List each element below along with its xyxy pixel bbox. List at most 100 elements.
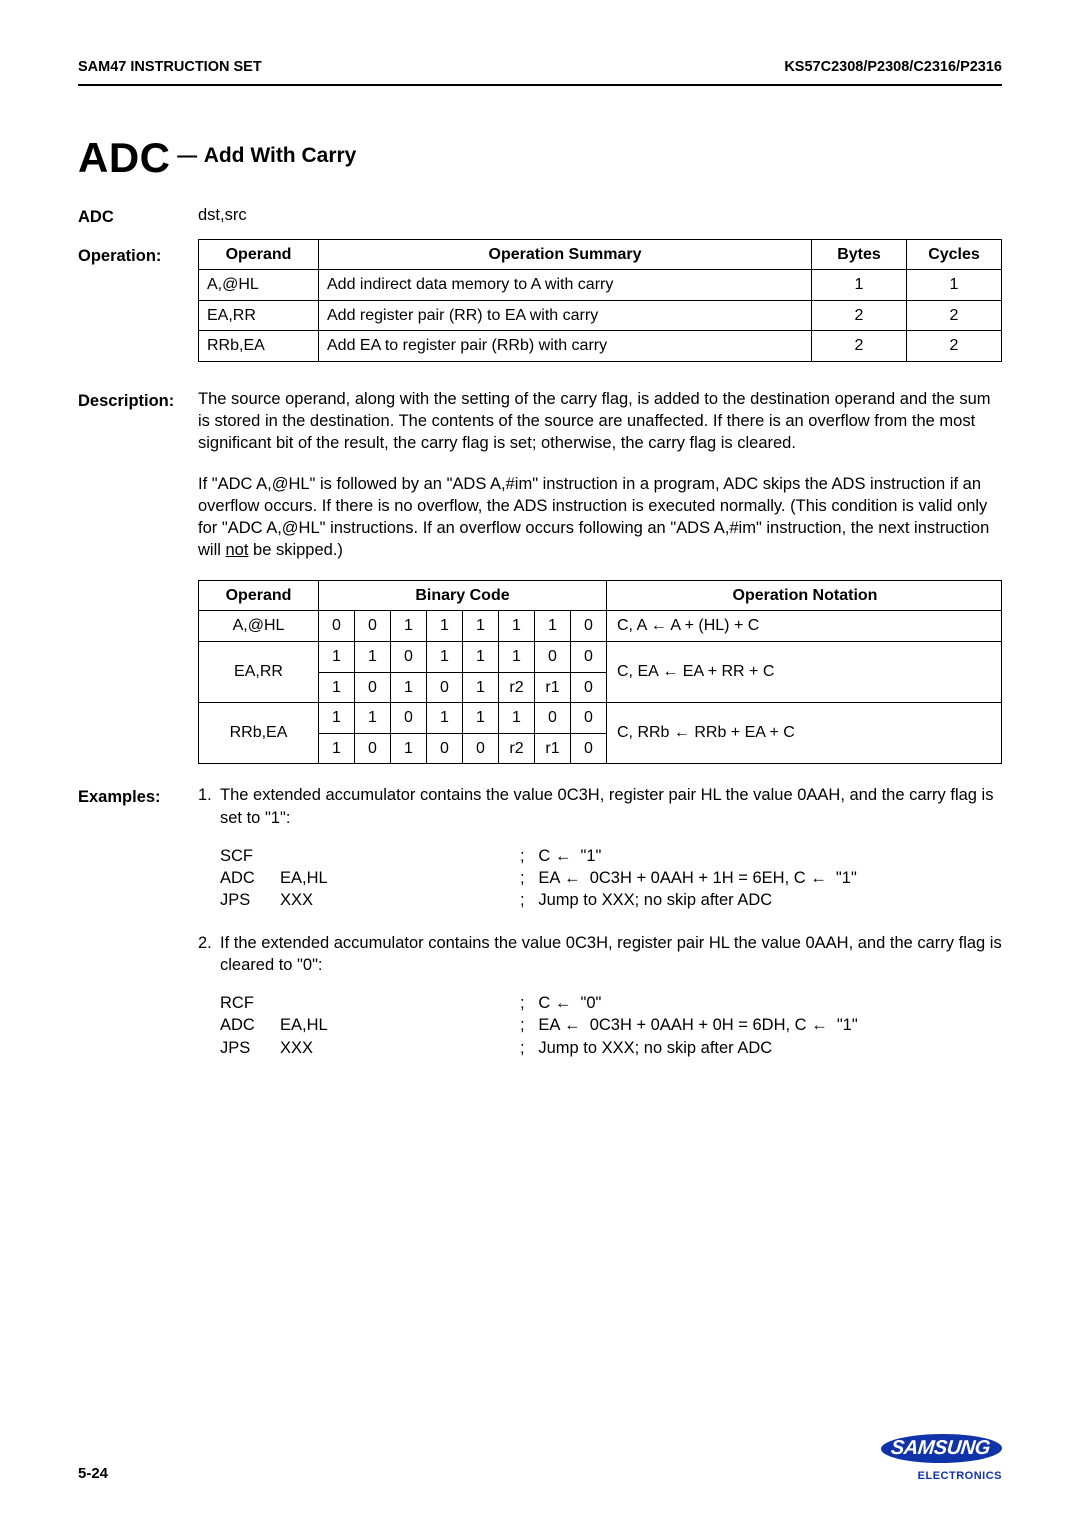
code-mnemonic: RCF [220,992,280,1014]
title-mnemonic: ADC [78,134,171,181]
operation-label: Operation: [78,239,198,267]
code-mnemonic: SCF [220,845,280,867]
th-operand: Operand [199,580,319,611]
td-bit: 0 [355,733,391,764]
th-binary: Binary Code [319,580,607,611]
td-cycles: 1 [907,270,1002,301]
th-summary: Operation Summary [319,239,812,270]
td-bit: 0 [391,703,427,734]
header-right: KS57C2308/P2308/C2316/P2316 [784,58,1002,78]
td-bit: 1 [427,611,463,642]
desc-text: be skipped.) [248,541,342,559]
page-title: ADC — Add With Carry [78,130,1002,187]
code-mnemonic: JPS [220,889,280,911]
td-operand: RRb,EA [199,703,319,764]
code-row: ADC EA,HL ; EA ← 0C3H + 0AAH + 1H = 6EH,… [220,867,1002,889]
td-bit: 0 [571,733,607,764]
code-operand: XXX [280,889,520,911]
logo-subtext: ELECTRONICS [881,1469,1002,1484]
code-block: RCF ; C ← "0" ADC EA,HL ; EA ← 0C3H + 0A… [220,992,1002,1059]
td-bit: 1 [499,703,535,734]
td-operand: A,@HL [199,270,319,301]
td-bit: r2 [499,733,535,764]
examples-body: 1. The extended accumulator contains the… [198,784,1002,1079]
td-bit: 0 [571,672,607,703]
code-row: JPS XXX ; Jump to XXX; no skip after ADC [220,1037,1002,1059]
title-subtitle: Add With Carry [204,144,357,167]
table-row: A,@HL Add indirect data memory to A with… [199,270,1002,301]
td-summary: Add register pair (RR) to EA with carry [319,300,812,331]
td-bytes: 2 [812,331,907,362]
operation-row: Operation: Operand Operation Summary Byt… [78,239,1002,362]
td-bit: 0 [535,641,571,672]
example-number: 2. [198,932,220,977]
table-row: EA,RR Add register pair (RR) to EA with … [199,300,1002,331]
code-row: SCF ; C ← "1" [220,845,1002,867]
code-mnemonic: ADC [220,867,280,889]
samsung-logo-icon: SAMSUNG [881,1437,1002,1459]
td-bit: 1 [427,641,463,672]
td-bytes: 1 [812,270,907,301]
th-bytes: Bytes [812,239,907,270]
code-comment: ; Jump to XXX; no skip after ADC [520,889,1002,911]
header-left: SAM47 INSTRUCTION SET [78,58,262,78]
td-bit: r1 [535,733,571,764]
td-operand: A,@HL [199,611,319,642]
td-bit: 1 [391,733,427,764]
page-root: SAM47 INSTRUCTION SET KS57C2308/P2308/C2… [0,0,1080,1528]
td-bit: 0 [391,641,427,672]
table-row: Operand Operation Summary Bytes Cycles [199,239,1002,270]
operation-table-wrap: Operand Operation Summary Bytes Cycles A… [198,239,1002,362]
code-comment: ; EA ← 0C3H + 0AAH + 1H = 6EH, C ← "1" [520,867,1002,889]
td-bit: 1 [463,703,499,734]
code-row: RCF ; C ← "0" [220,992,1002,1014]
page-footer: 5-24 SAMSUNG ELECTRONICS [78,1434,1002,1484]
td-bit: 1 [391,672,427,703]
description-row: Description: The source operand, along w… [78,388,1002,764]
code-comment: ; EA ← 0C3H + 0AAH + 0H = 6DH, C ← "1" [520,1014,1002,1036]
th-operand: Operand [199,239,319,270]
td-bit: r1 [535,672,571,703]
th-notation: Operation Notation [607,580,1002,611]
td-operand: RRb,EA [199,331,319,362]
td-bit: 1 [427,703,463,734]
table-row: RRb,EA Add EA to register pair (RRb) wit… [199,331,1002,362]
td-bit: r2 [499,672,535,703]
td-operand: EA,RR [199,641,319,702]
code-mnemonic: JPS [220,1037,280,1059]
table-row: RRb,EA 1 1 0 1 1 1 0 0 C, RRb ← RRb + EA… [199,703,1002,734]
table-row: EA,RR 1 1 0 1 1 1 0 0 C, EA ← EA + RR + … [199,641,1002,672]
td-bit: 1 [499,641,535,672]
td-bit: 0 [427,733,463,764]
code-row: JPS XXX ; Jump to XXX; no skip after ADC [220,889,1002,911]
td-notation: C, A ← A + (HL) + C [607,611,1002,642]
td-bit: 1 [355,641,391,672]
td-operand: EA,RR [199,300,319,331]
example-text: The extended accumulator contains the va… [220,784,1002,829]
title-dash: — [175,145,199,167]
td-bit: 0 [355,672,391,703]
examples-label: Examples: [78,784,198,808]
description-para1: The source operand, along with the setti… [198,388,1002,455]
example-number: 1. [198,784,220,829]
adc-label: ADC [78,204,198,228]
td-bit: 1 [319,733,355,764]
code-comment: ; C ← "1" [520,845,1002,867]
td-bytes: 2 [812,300,907,331]
code-comment: ; C ← "0" [520,992,1002,1014]
th-cycles: Cycles [907,239,1002,270]
td-bit: 1 [463,641,499,672]
td-bit: 1 [463,672,499,703]
example-item: 1. The extended accumulator contains the… [198,784,1002,829]
td-bit: 1 [535,611,571,642]
td-cycles: 2 [907,331,1002,362]
description-para2: If "ADC A,@HL" is followed by an "ADS A,… [198,473,1002,562]
td-bit: 0 [319,611,355,642]
td-bit: 1 [319,641,355,672]
code-operand: EA,HL [280,1014,520,1036]
operation-table: Operand Operation Summary Bytes Cycles A… [198,239,1002,362]
td-bit: 0 [571,641,607,672]
page-number: 5-24 [78,1464,108,1484]
page-header: SAM47 INSTRUCTION SET KS57C2308/P2308/C2… [78,58,1002,86]
td-bit: 0 [571,611,607,642]
